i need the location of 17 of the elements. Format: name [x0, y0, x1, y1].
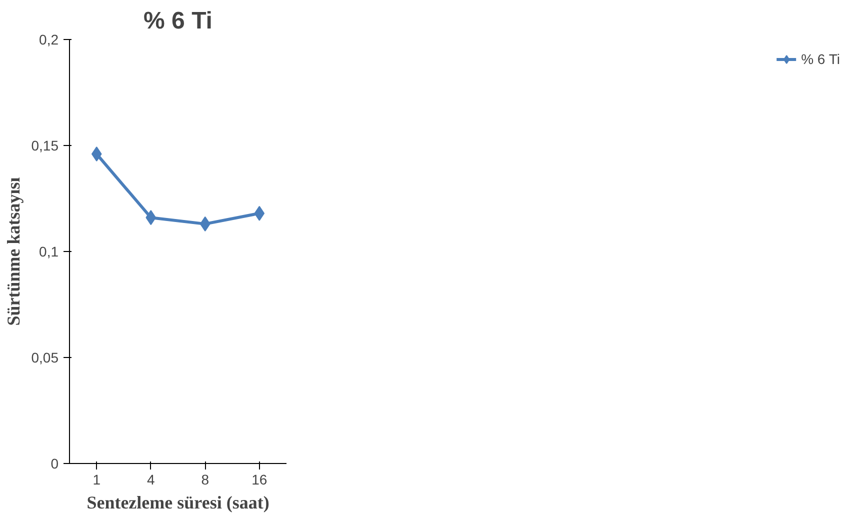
y-tick-label: 0,1	[39, 244, 59, 260]
point	[254, 206, 265, 221]
x-tick-label: 4	[146, 472, 155, 488]
x-tick-label: 1	[92, 472, 101, 488]
y-axis-title: Sürtünme katsayısı	[3, 177, 24, 326]
legend-label: % 6 Ti	[801, 51, 840, 67]
y-tick-label: 0,15	[31, 138, 59, 154]
x-axis-title: Sentezleme süresi (saat)	[86, 492, 270, 512]
y-tick-label: 0	[50, 456, 59, 472]
chart-title: % 6 Ti	[144, 8, 212, 34]
y-tick-label: 0,2	[39, 32, 59, 48]
y-tick-label: 0,05	[31, 350, 59, 366]
point	[146, 210, 156, 226]
x-tick-label: 16	[252, 472, 268, 488]
point	[91, 146, 102, 162]
x-tick-label: 8	[201, 472, 210, 488]
point	[200, 216, 210, 232]
